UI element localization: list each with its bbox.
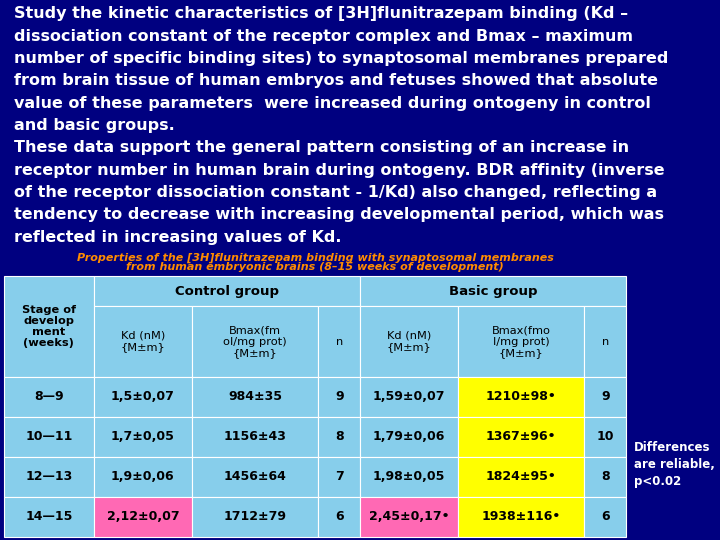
Text: 10: 10	[597, 430, 614, 443]
Text: 1,79±0,06: 1,79±0,06	[373, 430, 445, 443]
Text: of the receptor dissociation constant - 1/Kd) also changed, reflecting a: of the receptor dissociation constant - …	[14, 185, 657, 200]
Bar	[318, 497, 360, 537]
Bar	[4, 497, 94, 537]
Text: from human embryonic brains (8–15 weeks of development): from human embryonic brains (8–15 weeks …	[126, 262, 504, 272]
Text: tendency to decrease with increasing developmental period, which was: tendency to decrease with increasing dev…	[14, 207, 665, 222]
Text: Kd (nM)
{M±m}: Kd (nM) {M±m}	[387, 331, 431, 352]
Bar	[94, 276, 360, 306]
Text: Study the kinetic characteristics of [3H]flunitrazepam binding (Kd –: Study the kinetic characteristics of [3H…	[14, 6, 629, 22]
Text: from brain tissue of human embryos and fetuses showed that absolute: from brain tissue of human embryos and f…	[14, 73, 658, 89]
Text: 1712±79: 1712±79	[223, 510, 287, 523]
Text: Bmax(fmo
l/mg prot)
{M±m}: Bmax(fmo l/mg prot) {M±m}	[492, 326, 551, 358]
Text: n: n	[602, 336, 609, 347]
Text: 9: 9	[335, 390, 343, 403]
Text: Differences
are reliable,
p<0.02: Differences are reliable, p<0.02	[634, 441, 715, 489]
Bar	[318, 457, 360, 497]
Text: 12—13: 12—13	[25, 470, 73, 483]
Text: 1,5±0,07: 1,5±0,07	[111, 390, 175, 403]
Text: n: n	[336, 336, 343, 347]
Bar	[360, 417, 458, 457]
Bar	[94, 377, 192, 417]
Bar	[192, 306, 318, 377]
Bar	[360, 377, 458, 417]
Text: Properties of the [3H]flunitrazepam binding with synaptosomal membranes: Properties of the [3H]flunitrazepam bind…	[76, 253, 554, 263]
Bar	[585, 377, 626, 417]
Text: 8: 8	[601, 470, 610, 483]
Text: number of specific binding sites) to synaptosomal membranes prepared: number of specific binding sites) to syn…	[14, 51, 669, 66]
Text: 1,59±0,07: 1,59±0,07	[373, 390, 445, 403]
Bar	[360, 497, 458, 537]
Text: These data support the general pattern consisting of an increase in: These data support the general pattern c…	[14, 140, 629, 156]
Text: 1,9±0,06: 1,9±0,06	[111, 470, 175, 483]
Text: receptor number in human brain during ontogeny. BDR affinity (inverse: receptor number in human brain during on…	[14, 163, 665, 178]
Text: 1367±96•: 1367±96•	[486, 430, 557, 443]
Bar	[458, 457, 585, 497]
Bar	[585, 497, 626, 537]
Bar	[360, 276, 626, 306]
Text: 9: 9	[601, 390, 610, 403]
Bar	[192, 457, 318, 497]
Bar	[458, 417, 585, 457]
Bar	[458, 306, 585, 377]
Text: Stage of
develop
ment
(weeks): Stage of develop ment (weeks)	[22, 305, 76, 348]
Text: 1938±116•: 1938±116•	[482, 510, 561, 523]
Text: 10—11: 10—11	[25, 430, 73, 443]
Text: Control group: Control group	[175, 285, 279, 298]
Text: reflected in increasing values of Kd.: reflected in increasing values of Kd.	[14, 230, 342, 245]
Bar	[318, 377, 360, 417]
Bar	[192, 417, 318, 457]
Bar	[360, 457, 458, 497]
Text: and basic groups.: and basic groups.	[14, 118, 175, 133]
Bar	[94, 306, 192, 377]
Text: 1456±64: 1456±64	[223, 470, 287, 483]
Text: 6: 6	[601, 510, 610, 523]
Text: 984±35: 984±35	[228, 390, 282, 403]
Bar	[360, 306, 458, 377]
Text: Bmax(fm
ol/mg prot)
{M±m}: Bmax(fm ol/mg prot) {M±m}	[223, 326, 287, 358]
Bar	[4, 276, 94, 377]
Text: 1824±95•: 1824±95•	[486, 470, 557, 483]
Text: 6: 6	[335, 510, 343, 523]
Text: 8—9: 8—9	[34, 390, 63, 403]
Text: 8: 8	[335, 430, 343, 443]
Bar	[585, 306, 626, 377]
Bar	[94, 457, 192, 497]
Text: Kd (nM)
{M±m}: Kd (nM) {M±m}	[120, 331, 165, 352]
Bar	[94, 497, 192, 537]
Text: 2,12±0,07: 2,12±0,07	[107, 510, 179, 523]
Text: 2,45±0,17•: 2,45±0,17•	[369, 510, 449, 523]
Bar	[585, 417, 626, 457]
Bar	[4, 377, 94, 417]
Bar	[4, 417, 94, 457]
Bar	[192, 497, 318, 537]
Bar	[4, 457, 94, 497]
Text: 1,7±0,05: 1,7±0,05	[111, 430, 175, 443]
Bar	[192, 377, 318, 417]
Bar	[94, 417, 192, 457]
Text: 7: 7	[335, 470, 343, 483]
Text: value of these parameters  were increased during ontogeny in control: value of these parameters were increased…	[14, 96, 651, 111]
Bar	[318, 306, 360, 377]
Text: 1,98±0,05: 1,98±0,05	[373, 470, 445, 483]
Bar	[458, 377, 585, 417]
Text: 14—15: 14—15	[25, 510, 73, 523]
Bar	[318, 417, 360, 457]
Bar	[458, 497, 585, 537]
Text: dissociation constant of the receptor complex and Bmax – maximum: dissociation constant of the receptor co…	[14, 29, 634, 44]
Text: 1210±98•: 1210±98•	[486, 390, 557, 403]
Bar	[585, 457, 626, 497]
Text: 1156±43: 1156±43	[223, 430, 287, 443]
Text: Basic group: Basic group	[449, 285, 538, 298]
